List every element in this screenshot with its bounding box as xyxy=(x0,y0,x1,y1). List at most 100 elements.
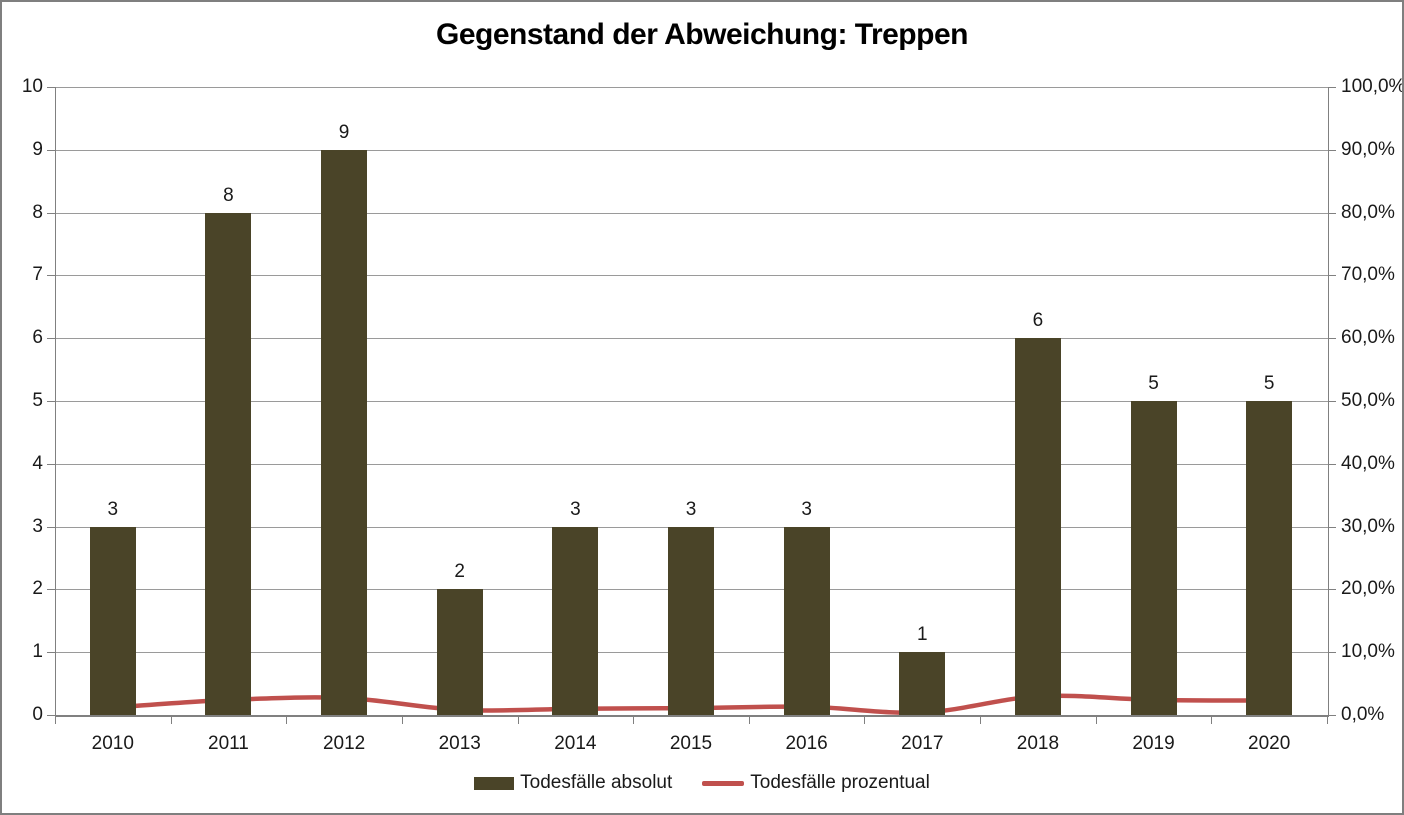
legend: Todesfälle absolut Todesfälle prozentual xyxy=(2,768,1402,798)
left-axis-tick-label: 2 xyxy=(32,578,43,600)
x-axis-label-2011: 2011 xyxy=(208,733,249,754)
left-axis-tick xyxy=(47,338,55,340)
left-axis-tick-label: 7 xyxy=(32,264,43,286)
right-axis-tick-label: 70,0% xyxy=(1341,264,1395,286)
right-axis-tick-label: 60,0% xyxy=(1341,327,1395,349)
right-axis-tick xyxy=(1328,463,1336,465)
right-axis-tick-label: 30,0% xyxy=(1341,515,1395,537)
left-axis-tick-label: 3 xyxy=(32,515,43,537)
line-swatch-icon xyxy=(702,780,745,786)
chart-title: Gegenstand der Abweichung: Treppen xyxy=(436,18,968,51)
left-axis-tick-label: 0 xyxy=(32,704,43,725)
x-axis-label-2010: 2010 xyxy=(91,733,134,754)
right-axis-tick xyxy=(1328,338,1336,340)
left-axis-tick xyxy=(47,589,55,591)
right-axis-tick-label: 20,0% xyxy=(1341,578,1395,600)
right-axis-tick-label: 100,0% xyxy=(1341,76,1404,97)
x-axis-tick xyxy=(633,717,635,724)
left-axis-tick xyxy=(47,463,55,465)
bar-2016 xyxy=(783,526,830,715)
bar-value-label: 5 xyxy=(1148,373,1159,394)
x-axis-label-2017: 2017 xyxy=(901,733,944,754)
left-axis-tick-label: 1 xyxy=(32,641,43,663)
bar-2018 xyxy=(1014,338,1061,715)
left-axis-tick xyxy=(47,652,55,654)
x-axis-label-2015: 2015 xyxy=(669,733,713,754)
right-axis-tick-label: 50,0% xyxy=(1341,390,1395,411)
x-axis-tick xyxy=(1095,717,1097,724)
right-axis-tick-label: 90,0% xyxy=(1341,138,1395,160)
x-axis-tick xyxy=(980,717,982,724)
left-axis-tick xyxy=(47,526,55,528)
left-axis-tick xyxy=(47,715,55,716)
gridline xyxy=(56,275,1328,277)
bar-value-label: 5 xyxy=(1263,373,1275,394)
gridline xyxy=(56,338,1328,340)
left-axis-tick-label: 6 xyxy=(32,327,43,349)
x-axis-tick xyxy=(748,717,750,724)
x-axis-tick xyxy=(864,717,866,724)
left-axis-tick-label: 4 xyxy=(32,452,43,474)
legend-item-todesfaelle-prozentual: Todesfälle prozentual xyxy=(702,772,930,794)
right-axis-tick xyxy=(1328,212,1336,214)
bar-swatch-icon xyxy=(474,776,515,790)
right-axis-tick xyxy=(1328,715,1336,716)
x-axis-label-2014: 2014 xyxy=(554,733,597,754)
bar-2013 xyxy=(436,589,483,715)
x-axis-tick xyxy=(1211,717,1213,724)
bar-2011 xyxy=(205,212,252,715)
x-axis-tick xyxy=(170,717,172,724)
x-axis-tick xyxy=(286,717,288,724)
right-axis-tick xyxy=(1328,526,1336,528)
left-axis-tick xyxy=(47,212,55,214)
bar-value-label: 1 xyxy=(916,624,928,646)
bar-2010 xyxy=(89,526,136,715)
gridline xyxy=(56,463,1328,465)
right-axis-tick xyxy=(1328,149,1336,151)
left-axis-tick-label: 10 xyxy=(21,76,43,97)
right-axis-tick-label: 80,0% xyxy=(1341,201,1395,223)
bar-2014 xyxy=(552,526,599,715)
left-axis-tick xyxy=(47,275,55,277)
bar-value-label: 3 xyxy=(685,498,697,520)
right-axis-tick-label: 0,0% xyxy=(1341,704,1385,725)
bar-value-label: 9 xyxy=(338,121,350,143)
bar-2017 xyxy=(899,652,946,715)
bar-2012 xyxy=(321,149,368,715)
legend-label-absolut: Todesfälle absolut xyxy=(520,772,673,793)
gridline xyxy=(56,401,1328,402)
bar-value-label: 3 xyxy=(107,498,119,520)
gridline xyxy=(56,149,1328,151)
right-axis-tick xyxy=(1328,401,1336,402)
x-axis-label-2020: 2020 xyxy=(1248,733,1291,754)
x-axis-tick xyxy=(1327,717,1328,724)
x-axis-tick xyxy=(55,717,56,724)
x-axis-label-2012: 2012 xyxy=(322,733,366,754)
bar-2020 xyxy=(1246,401,1293,715)
right-axis-tick xyxy=(1328,275,1336,277)
right-axis-tick-label: 40,0% xyxy=(1341,452,1395,474)
left-axis-tick xyxy=(47,401,55,402)
bar-value-label: 8 xyxy=(223,184,234,206)
right-axis-tick xyxy=(1328,652,1336,654)
right-axis-tick xyxy=(1328,589,1336,591)
legend-label-prozentual: Todesfälle prozentual xyxy=(750,772,930,793)
x-axis-label-2016: 2016 xyxy=(785,733,828,754)
bar-2019 xyxy=(1130,401,1177,715)
gridline xyxy=(56,87,1328,88)
x-axis-tick xyxy=(401,717,403,724)
legend-item-todesfaelle-absolut: Todesfälle absolut xyxy=(474,772,672,794)
x-axis-label-2018: 2018 xyxy=(1016,733,1060,754)
left-axis-tick-label: 9 xyxy=(32,138,43,160)
bar-value-label: 3 xyxy=(570,498,581,520)
bar-value-label: 2 xyxy=(454,561,465,583)
bar-value-label: 6 xyxy=(1032,310,1044,332)
left-axis-tick-label: 5 xyxy=(32,390,43,411)
bar-2015 xyxy=(668,526,714,715)
x-axis-label-2019: 2019 xyxy=(1132,733,1175,754)
left-axis-tick xyxy=(47,149,55,151)
right-axis-tick xyxy=(1328,87,1336,88)
left-axis-tick xyxy=(47,87,55,88)
x-axis-label-2013: 2013 xyxy=(438,733,481,754)
